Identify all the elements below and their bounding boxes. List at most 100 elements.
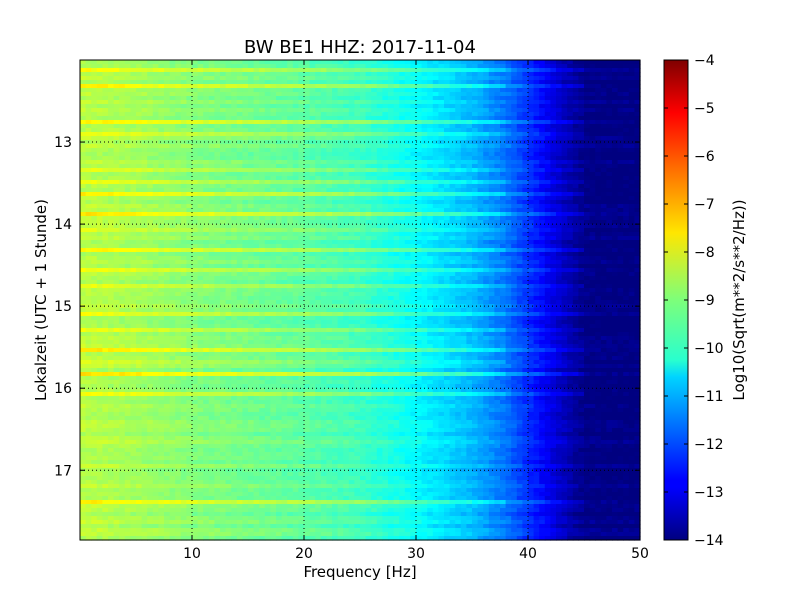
heatmap-cell — [80, 160, 87, 165]
heatmap-cell — [292, 236, 299, 241]
heatmap-cell — [584, 216, 591, 221]
heatmap-cell — [432, 64, 439, 69]
heatmap-cell — [119, 248, 126, 253]
heatmap-cell — [623, 168, 630, 173]
heatmap-cell — [528, 220, 535, 225]
heatmap-cell — [376, 192, 383, 197]
heatmap-cell — [141, 104, 148, 109]
heatmap-cell — [180, 68, 187, 73]
heatmap-cell — [337, 200, 344, 205]
heatmap-cell — [460, 204, 467, 209]
heatmap-cell — [572, 244, 579, 249]
heatmap-cell — [360, 136, 367, 141]
heatmap-cell — [147, 180, 154, 185]
heatmap-cell — [85, 112, 92, 117]
heatmap-cell — [399, 116, 406, 121]
heatmap-cell — [500, 200, 507, 205]
heatmap-cell — [533, 156, 540, 161]
heatmap-cell — [595, 76, 602, 81]
heatmap-cell — [360, 96, 367, 101]
heatmap-cell — [337, 256, 344, 261]
heatmap-cell — [276, 80, 283, 85]
heatmap-cell — [136, 196, 143, 201]
heatmap-cell — [348, 112, 355, 117]
heatmap-cell — [186, 64, 193, 69]
heatmap-cell — [354, 256, 361, 261]
heatmap-cell — [584, 244, 591, 249]
heatmap-cell — [348, 200, 355, 205]
heatmap-cell — [483, 84, 490, 89]
heatmap-cell — [544, 228, 551, 233]
heatmap-cell — [561, 60, 568, 65]
heatmap-cell — [348, 136, 355, 141]
heatmap-cell — [544, 92, 551, 97]
heatmap-cell — [337, 212, 344, 217]
heatmap-cell — [354, 148, 361, 153]
heatmap-cell — [113, 220, 120, 225]
heatmap-cell — [578, 172, 585, 177]
heatmap-cell — [516, 148, 523, 153]
heatmap-cell — [259, 176, 266, 181]
heatmap-cell — [449, 180, 456, 185]
heatmap-cell — [119, 164, 126, 169]
heatmap-cell — [472, 160, 479, 165]
heatmap-cell — [483, 204, 490, 209]
heatmap-cell — [326, 204, 333, 209]
heatmap-cell — [309, 212, 316, 217]
heatmap-cell — [80, 236, 87, 241]
heatmap-cell — [208, 60, 215, 65]
heatmap-cell — [147, 172, 154, 177]
heatmap-cell — [449, 200, 456, 205]
heatmap-cell — [192, 240, 199, 245]
heatmap-cell — [214, 168, 221, 173]
heatmap-cell — [477, 108, 484, 113]
heatmap-cell — [617, 112, 624, 117]
heatmap-cell — [354, 128, 361, 133]
heatmap-cell — [393, 108, 400, 113]
heatmap-cell — [606, 216, 613, 221]
heatmap-cell — [332, 228, 339, 233]
heatmap-cell — [438, 116, 445, 121]
heatmap-cell — [169, 100, 176, 105]
heatmap-cell — [276, 180, 283, 185]
heatmap-cell — [186, 180, 193, 185]
heatmap-cell — [231, 168, 238, 173]
heatmap-cell — [180, 184, 187, 189]
heatmap-cell — [628, 152, 635, 157]
heatmap-cell — [147, 204, 154, 209]
heatmap-cell — [298, 60, 305, 65]
heatmap-cell — [600, 196, 607, 201]
heatmap-cell — [427, 132, 434, 137]
heatmap-cell — [449, 184, 456, 189]
heatmap-cell — [416, 84, 423, 89]
heatmap-cell — [455, 124, 462, 129]
heatmap-cell — [612, 68, 619, 73]
heatmap-cell — [444, 80, 451, 85]
heatmap-cell — [113, 120, 120, 125]
heatmap-cell — [309, 148, 316, 153]
heatmap-cell — [113, 224, 120, 229]
heatmap-cell — [371, 120, 378, 125]
heatmap-cell — [309, 252, 316, 257]
heatmap-cell — [276, 176, 283, 181]
heatmap-cell — [348, 248, 355, 253]
heatmap-cell — [371, 136, 378, 141]
heatmap-cell — [220, 228, 227, 233]
heatmap-cell — [96, 112, 103, 117]
heatmap-cell — [264, 176, 271, 181]
heatmap-cell — [225, 192, 232, 197]
heatmap-cell — [432, 96, 439, 101]
heatmap-cell — [438, 168, 445, 173]
heatmap-cell — [617, 156, 624, 161]
heatmap-cell — [360, 72, 367, 77]
heatmap-cell — [404, 172, 411, 177]
heatmap-cell — [147, 224, 154, 229]
heatmap-cell — [500, 228, 507, 233]
heatmap-cell — [410, 176, 417, 181]
heatmap-cell — [292, 184, 299, 189]
heatmap-cell — [483, 244, 490, 249]
heatmap-cell — [444, 160, 451, 165]
heatmap-cell — [186, 132, 193, 137]
heatmap-cell — [449, 96, 456, 101]
heatmap-cell — [225, 68, 232, 73]
